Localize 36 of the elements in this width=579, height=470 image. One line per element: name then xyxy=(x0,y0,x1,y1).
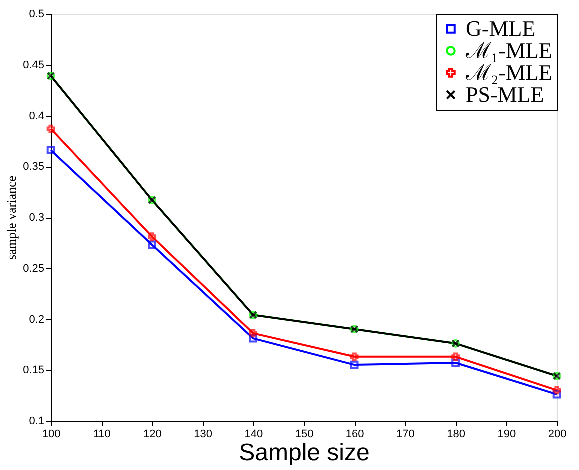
x-tick-label: 160 xyxy=(346,428,364,440)
x-tick-label: 180 xyxy=(447,428,466,440)
x-tick-label: 120 xyxy=(144,428,162,440)
y-tick-label: 0.2 xyxy=(29,314,44,326)
point xyxy=(350,352,359,362)
y-tick-label: 0.15 xyxy=(23,364,44,377)
y-tick-label: 0.5 xyxy=(29,8,44,20)
point xyxy=(249,329,258,338)
point xyxy=(552,386,562,395)
point xyxy=(148,232,156,241)
x-tick-label: 190 xyxy=(498,428,516,440)
legend-label: ℳ₁-MLE xyxy=(465,38,552,63)
y-axis-title: sample variance xyxy=(4,176,20,260)
point xyxy=(552,390,562,399)
x-tick-label: 140 xyxy=(244,428,264,440)
point xyxy=(46,146,56,155)
x-tick-label: 200 xyxy=(548,428,567,440)
point xyxy=(452,358,460,368)
y-tick-label: 0.25 xyxy=(23,262,44,275)
legend-label: G-MLE xyxy=(466,16,536,41)
x-tick-label: 150 xyxy=(295,428,314,440)
y-tick-label: 0.35 xyxy=(23,161,44,174)
y-tick-label: 0.4 xyxy=(29,110,44,122)
point xyxy=(46,124,56,134)
x-axis-title: Sample size xyxy=(239,440,370,466)
x-tick-label: 130 xyxy=(194,428,212,440)
point xyxy=(452,352,460,362)
point xyxy=(249,334,258,343)
point xyxy=(148,240,156,250)
point xyxy=(350,360,359,370)
x-tick-label: 170 xyxy=(396,428,415,440)
y-tick-label: 0.45 xyxy=(23,59,44,72)
y-tick-label: 0.1 xyxy=(29,416,44,428)
x-tick-label: 110 xyxy=(93,428,111,440)
x-tick-label: 100 xyxy=(42,428,61,440)
y-tick-label: 0.3 xyxy=(29,212,44,224)
